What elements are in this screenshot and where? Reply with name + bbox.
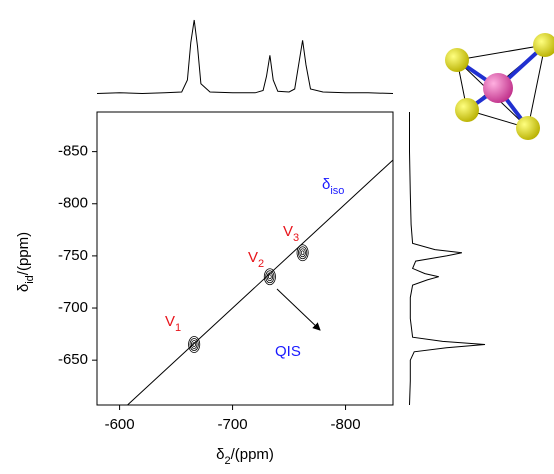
peak-label: V3 xyxy=(283,223,299,244)
contour xyxy=(265,270,275,284)
y-tick-label: -650 xyxy=(58,351,88,368)
contour xyxy=(299,248,306,258)
peak-label: V2 xyxy=(248,249,264,270)
iso-label: δiso xyxy=(322,176,344,197)
contour xyxy=(188,336,201,353)
molecule-icon xyxy=(445,33,554,140)
y-tick-label: -800 xyxy=(58,195,88,212)
peak-subscript: 1 xyxy=(175,322,181,334)
contour xyxy=(190,340,198,349)
peak-subscript: 3 xyxy=(293,232,299,244)
peak-label: V1 xyxy=(165,313,181,334)
iso-line xyxy=(127,159,394,406)
contour xyxy=(300,250,305,256)
axis-subscript: 2 xyxy=(224,455,230,467)
top-projection xyxy=(96,19,394,95)
y-tick-label: -850 xyxy=(58,143,88,160)
iso-symbol: δ xyxy=(322,176,330,193)
contour xyxy=(296,244,309,262)
contour xyxy=(268,274,272,280)
x-tick-label: -600 xyxy=(105,416,135,433)
x-axis-title: δ2/(ppm) xyxy=(216,446,274,467)
peak-base: V xyxy=(248,249,258,266)
plot-frame xyxy=(96,111,394,406)
contour xyxy=(192,342,196,347)
axis-symbol: δ xyxy=(15,284,32,292)
contour xyxy=(189,338,199,351)
peak-base: V xyxy=(165,313,175,330)
contour xyxy=(266,272,274,282)
y-tick-label: -750 xyxy=(58,247,88,264)
contour xyxy=(263,268,276,286)
axis-subscript: id xyxy=(24,275,36,284)
qis-label: QIS xyxy=(275,343,301,360)
peak-base: V xyxy=(283,223,293,240)
qis-arrow xyxy=(276,288,321,331)
axis-unit: /(ppm) xyxy=(231,446,274,463)
iso-subscript: iso xyxy=(330,185,344,197)
contour xyxy=(298,246,308,260)
axis-unit: /(ppm) xyxy=(15,232,32,275)
x-tick-label: -800 xyxy=(331,416,361,433)
y-tick-label: -700 xyxy=(58,299,88,316)
y-axis-title: δid/(ppm) xyxy=(15,232,36,292)
peak-subscript: 2 xyxy=(258,258,264,270)
axis-symbol: δ xyxy=(216,446,224,463)
right-projection xyxy=(409,112,486,406)
x-tick-label: -700 xyxy=(218,416,248,433)
